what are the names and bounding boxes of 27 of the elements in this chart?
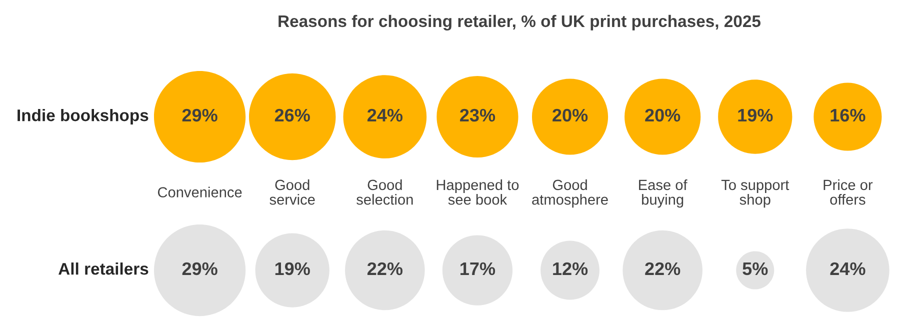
data-label: 22% xyxy=(645,262,680,276)
category-label: Ease of buying xyxy=(639,179,688,208)
data-label: 26% xyxy=(274,108,310,122)
data-label: 29% xyxy=(182,262,218,276)
category-label: Convenience xyxy=(158,186,242,198)
category-label: To support shop xyxy=(721,180,790,208)
data-label: 19% xyxy=(738,108,773,122)
data-label: 19% xyxy=(275,262,310,276)
data-label: 5% xyxy=(742,262,768,276)
data-label: 29% xyxy=(182,108,218,122)
data-label: 23% xyxy=(460,108,496,122)
series-label: Indie bookshops xyxy=(18,108,148,125)
data-label: 20% xyxy=(645,108,680,122)
data-label: 17% xyxy=(460,262,496,276)
text: Reasons for choosing retailer, % of UK print purchases, 2025 xyxy=(278,14,761,30)
data-label: 22% xyxy=(367,262,402,276)
category-label: Good selection xyxy=(356,179,413,205)
series-label: All retailers xyxy=(58,262,148,275)
category-label: Good atmosphere xyxy=(532,179,608,208)
category-label: Good service xyxy=(270,179,315,205)
category-label: Price or offers xyxy=(824,179,873,205)
data-label: 24% xyxy=(367,108,402,122)
data-label: 16% xyxy=(830,108,866,122)
category-label: Happened to see book xyxy=(436,179,519,205)
data-label: 12% xyxy=(553,262,588,276)
data-label: 24% xyxy=(830,262,866,276)
data-label: 20% xyxy=(552,108,588,122)
